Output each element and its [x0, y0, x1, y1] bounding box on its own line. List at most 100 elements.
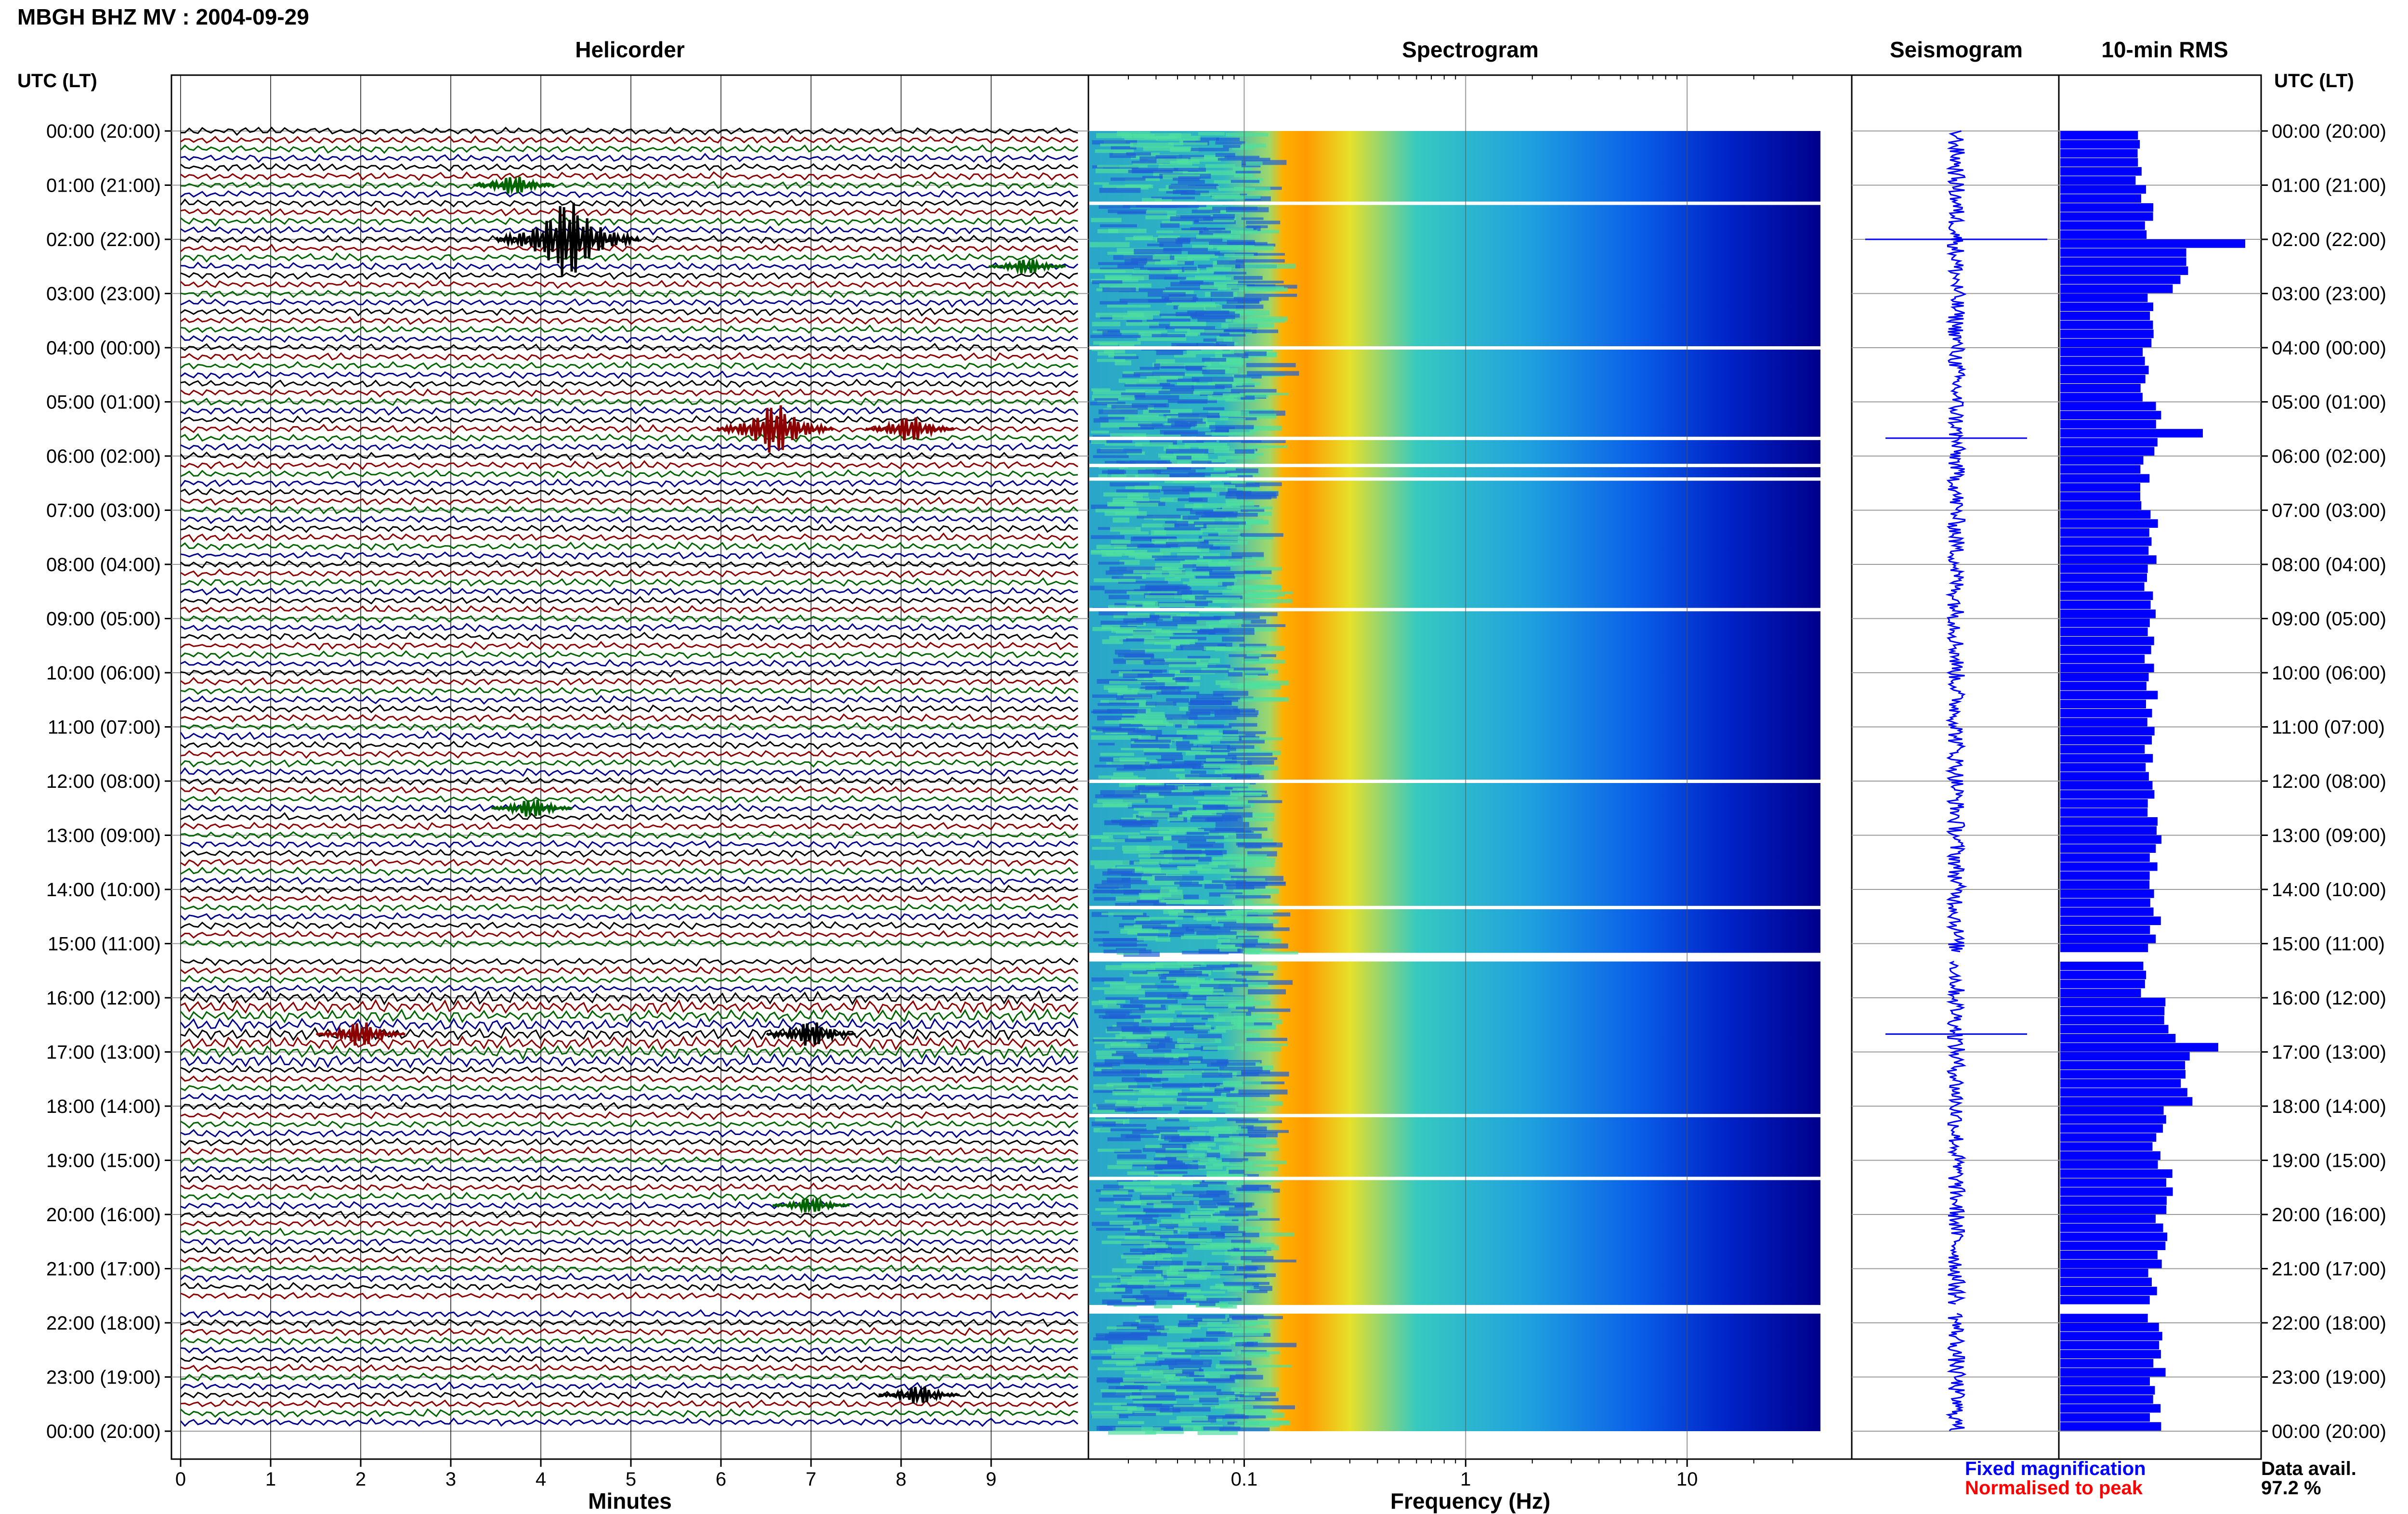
spectrogram-speckle: [1156, 1241, 1206, 1245]
spectrogram-speckle: [1240, 599, 1293, 603]
spectrogram-speckle: [1196, 343, 1219, 346]
helicorder-trace: [180, 334, 1078, 344]
spectrogram-speckle: [1102, 1392, 1141, 1398]
spectrogram-speckle: [1121, 1403, 1162, 1407]
hour-tick-label-right: 08:00 (04:00): [2272, 554, 2386, 575]
spectrogram-speckle: [1125, 184, 1152, 187]
rms-bar: [2060, 1314, 2148, 1322]
page-title: MBGH BHZ MV : 2004-09-29: [17, 4, 309, 29]
spectrogram-speckle: [1224, 1368, 1256, 1371]
spectrogram-speckle: [1162, 1144, 1186, 1149]
spectrogram-speckle: [1099, 1198, 1131, 1202]
spectrogram-speckle: [1210, 546, 1230, 550]
helicorder-trace: [180, 469, 1078, 480]
helicorder-trace: [180, 1182, 1078, 1192]
spectrogram-speckle: [1216, 358, 1252, 361]
spectrogram-speckle: [1229, 1170, 1245, 1174]
legend-normalised-to-peak: Normalised to peak: [1965, 1477, 2143, 1499]
spectrogram-speckle: [1247, 919, 1279, 924]
spectrogram-speckle: [1121, 1205, 1141, 1208]
spectrogram-speckle: [1129, 973, 1162, 977]
rms-bar: [2060, 808, 2148, 817]
spectrogram-speckle: [1108, 228, 1147, 234]
spectrogram-speckle: [1131, 161, 1170, 164]
spectrogram-speckle: [1165, 1118, 1179, 1122]
spectrogram-speckle: [1224, 253, 1254, 257]
spectrogram-speckle: [1244, 845, 1262, 848]
spectrogram-speckle: [1218, 188, 1256, 191]
spectrogram-speckle: [1245, 766, 1278, 770]
rms-bar: [2060, 167, 2142, 176]
spectrogram-speckle: [1175, 575, 1195, 578]
spectrogram-speckle: [1091, 836, 1109, 839]
spectrogram-speckle: [1225, 468, 1258, 474]
spectrogram-speckle: [1171, 835, 1224, 841]
spectrogram-speckle: [1196, 917, 1212, 921]
spectrogram-speckle: [1227, 473, 1260, 476]
seismogram-trace: [1945, 1313, 1967, 1432]
rms-bar: [2060, 1187, 2173, 1196]
spectrogram-speckle: [1170, 459, 1208, 464]
spectrogram-speckle: [1108, 503, 1159, 507]
helicorder-trace: [180, 858, 1078, 867]
rms-bar: [2060, 420, 2156, 429]
spectrogram-speckle: [1108, 1430, 1156, 1435]
spectrogram-speckle: [1123, 952, 1160, 957]
spectrogram-speckle: [1095, 313, 1144, 318]
spectrogram-speckle: [1241, 1046, 1282, 1052]
spectrogram-speckle: [1116, 1088, 1151, 1091]
spectrogram-speckle: [1117, 1285, 1143, 1289]
spectrogram-speckle: [1192, 790, 1230, 795]
spectrogram-speckle: [1138, 470, 1161, 474]
rms-bar: [2060, 131, 2138, 140]
spectrogram-speckle: [1119, 474, 1170, 477]
spectrogram-speckle: [1179, 777, 1231, 782]
spectrogram-speckle: [1210, 484, 1235, 488]
spectrogram-speckle: [1093, 1128, 1111, 1133]
spectrogram-speckle: [1242, 1365, 1292, 1368]
spectrogram-speckle: [1208, 833, 1261, 835]
spectrogram-speckle: [1191, 209, 1220, 213]
spectrogram-speckle: [1091, 388, 1111, 392]
spectrogram-speckle: [1091, 535, 1125, 539]
helicorder-trace: [180, 1101, 1078, 1111]
spectrogram-speckle: [1141, 1107, 1172, 1111]
spectrogram-speckle: [1202, 1072, 1232, 1078]
frequency-tick-label: 1: [1460, 1469, 1471, 1490]
spectrogram-speckle: [1123, 1378, 1169, 1382]
helicorder-trace: [180, 397, 1079, 407]
spectrogram-speckle: [1228, 672, 1243, 677]
spectrogram-speckle: [1203, 338, 1224, 342]
spectrogram-speckle: [1206, 597, 1240, 600]
spectrogram-speckle: [1102, 728, 1146, 733]
spectrogram-speckle: [1150, 440, 1177, 444]
spectrogram-speckle: [1214, 1017, 1256, 1022]
rms-bar: [2060, 348, 2143, 356]
spectrogram-speckle: [1198, 132, 1225, 136]
spectrogram-speckle: [1190, 989, 1224, 992]
spectrogram-speckle: [1238, 280, 1284, 284]
spectrogram-speckle: [1242, 1081, 1285, 1084]
spectrogram-speckle: [1177, 1038, 1221, 1044]
rms-bar: [2060, 392, 2143, 402]
spectrogram-speckle: [1174, 881, 1199, 885]
helicorder-trace: [180, 990, 1079, 1006]
rms-bar: [2060, 1278, 2152, 1286]
spectrogram-speckle: [1180, 1059, 1228, 1064]
spectrogram-speckle: [1235, 895, 1271, 899]
spectrogram-speckle: [1193, 1025, 1211, 1030]
spectrogram-speckle: [1203, 805, 1228, 810]
rms-bar: [2060, 1377, 2150, 1386]
spectrogram-speckle: [1183, 646, 1226, 651]
spectrogram-speckle: [1091, 439, 1107, 444]
rms-bar: [2060, 1287, 2157, 1295]
spectrogram-speckle: [1188, 472, 1230, 476]
hour-tick-label-right: 07:00 (03:00): [2272, 500, 2386, 522]
spectrogram-speckle: [1169, 571, 1210, 576]
spectrogram-speckle: [1098, 561, 1125, 565]
spectrogram-speckle: [1117, 692, 1138, 696]
spectrogram-speckle: [1222, 637, 1245, 642]
spectrogram-speckle: [1112, 315, 1153, 320]
spectrogram-speckle: [1133, 270, 1179, 274]
spectrogram-speckle: [1246, 363, 1296, 367]
